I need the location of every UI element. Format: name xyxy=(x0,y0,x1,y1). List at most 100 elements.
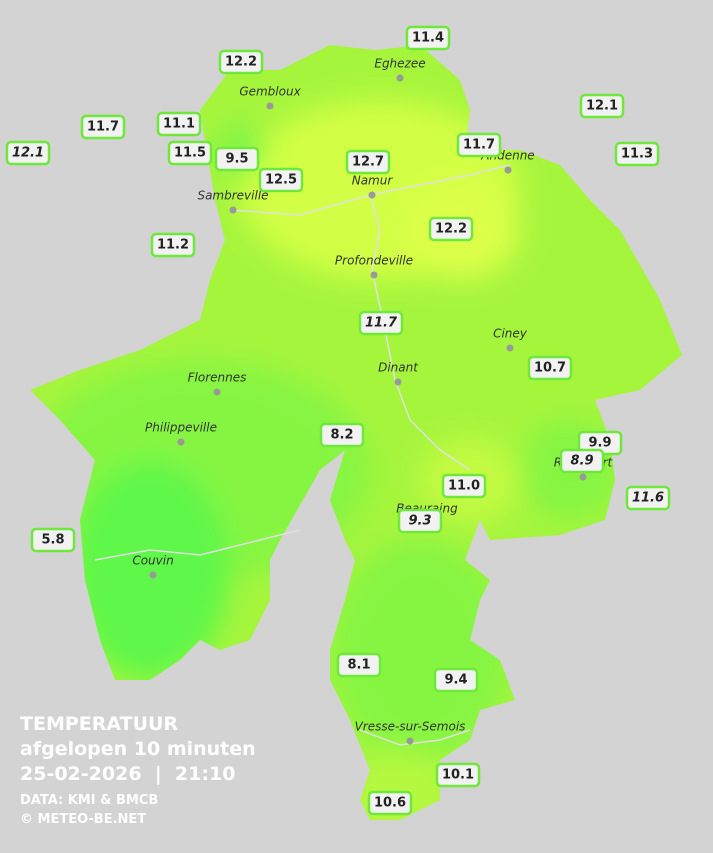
town-label: Ciney xyxy=(493,327,528,341)
station-value: 11.7 xyxy=(365,316,398,331)
station: 12.7 xyxy=(345,149,391,175)
station-box xyxy=(80,114,126,140)
town-dot xyxy=(149,571,157,579)
station: 12.1 xyxy=(579,93,625,119)
town-label: Gembloux xyxy=(239,85,301,99)
river xyxy=(229,164,511,216)
station-value: 10.1 xyxy=(442,768,474,783)
station-box xyxy=(30,527,76,553)
station-value: 5.8 xyxy=(41,533,64,548)
legend-subtitle: afgelopen 10 minuten xyxy=(20,738,256,760)
station-box xyxy=(156,111,202,137)
town-dot xyxy=(177,438,185,446)
station-box xyxy=(258,167,304,193)
station-box xyxy=(218,49,264,75)
station-box xyxy=(367,790,413,816)
station-value: 11.5 xyxy=(174,146,206,161)
station-box xyxy=(433,667,479,693)
station: 12.2 xyxy=(428,216,474,242)
towns: EghezeeGemblouxAndenneNamurSambrevillePr… xyxy=(132,57,614,745)
town-dot xyxy=(579,473,587,481)
town-dot xyxy=(504,166,512,174)
station: 11.1 xyxy=(156,111,202,137)
station-box xyxy=(559,448,605,474)
town-label: Vresse-sur-Semois xyxy=(355,720,466,734)
town-label: Florennes xyxy=(188,371,247,385)
station: 8.1 xyxy=(336,652,382,678)
station-box xyxy=(319,422,365,448)
station-value: 11.7 xyxy=(463,138,495,153)
station-value: 12.2 xyxy=(225,55,257,70)
legend-datetime: 25-02-2026 | 21:10 xyxy=(20,763,235,785)
town-dot xyxy=(370,271,378,279)
town-dot xyxy=(266,102,274,110)
station: 11.4 xyxy=(405,25,451,51)
station-value: 11.0 xyxy=(448,479,480,494)
town-label: Sambreville xyxy=(197,189,268,203)
station-box xyxy=(625,485,671,511)
station-box xyxy=(579,93,625,119)
station-box xyxy=(214,146,260,172)
river xyxy=(94,529,301,561)
town-label: Dinant xyxy=(378,361,419,375)
town-label: Namur xyxy=(352,174,394,188)
station-value: 8.1 xyxy=(347,658,370,673)
station-value: 9.4 xyxy=(444,673,467,688)
legend-copyright: © METEO-BE.NET xyxy=(20,812,146,827)
station: 11.3 xyxy=(614,141,660,167)
station: 9.3 xyxy=(397,508,443,534)
legend-source: DATA: KMI & BMCB xyxy=(20,793,158,808)
station-box xyxy=(527,355,573,381)
station: 9.5 xyxy=(214,146,260,172)
station: 5.8 xyxy=(30,527,76,553)
station-box xyxy=(150,232,196,258)
station: 8.2 xyxy=(319,422,365,448)
station-value: 9.5 xyxy=(225,152,248,167)
station-value: 9.9 xyxy=(588,436,611,451)
town-label: Profondeville xyxy=(335,254,413,268)
station: 11.0 xyxy=(441,473,487,499)
town-dot xyxy=(396,74,404,82)
station: 10.6 xyxy=(367,790,413,816)
river xyxy=(359,729,471,746)
station-box xyxy=(358,310,404,336)
station-box xyxy=(456,132,502,158)
station-box xyxy=(428,216,474,242)
station-value: 10.6 xyxy=(374,796,406,811)
station-value: 12.1 xyxy=(586,99,618,114)
station-box xyxy=(345,149,391,175)
station: 11.6 xyxy=(625,485,671,511)
station: 11.7 xyxy=(358,310,404,336)
station-box xyxy=(397,508,443,534)
station: 9.4 xyxy=(433,667,479,693)
station-value: 12.1 xyxy=(12,146,44,161)
river xyxy=(369,194,471,471)
station-value: 11.3 xyxy=(621,147,653,162)
station: 11.5 xyxy=(167,140,213,166)
station-value: 10.7 xyxy=(534,361,566,376)
station: 11.2 xyxy=(150,232,196,258)
station: 9.9 xyxy=(577,430,623,456)
station-value: 11.1 xyxy=(163,117,195,132)
station-value: 11.7 xyxy=(87,120,119,135)
town-dot xyxy=(368,191,376,199)
station-box xyxy=(435,762,481,788)
station-box xyxy=(405,25,451,51)
station-value: 9.3 xyxy=(408,514,431,529)
town-label: Eghezee xyxy=(374,57,425,71)
station-box xyxy=(336,652,382,678)
station-value: 11.4 xyxy=(412,31,444,46)
station: 11.7 xyxy=(456,132,502,158)
legend-title: TEMPERATUUR xyxy=(20,713,178,735)
station-value: 8.9 xyxy=(570,454,593,469)
station: 12.1 xyxy=(5,140,51,166)
station-box xyxy=(441,473,487,499)
station: 10.1 xyxy=(435,762,481,788)
station: 12.2 xyxy=(218,49,264,75)
station: 12.5 xyxy=(258,167,304,193)
station: 10.7 xyxy=(527,355,573,381)
station-value: 12.2 xyxy=(435,222,467,237)
stations: 11.4 12.2 11.7 11.1 12.1 12.1 11.5 9.5 12.7 11.7 1… xyxy=(5,25,671,816)
station: 11.7 xyxy=(80,114,126,140)
